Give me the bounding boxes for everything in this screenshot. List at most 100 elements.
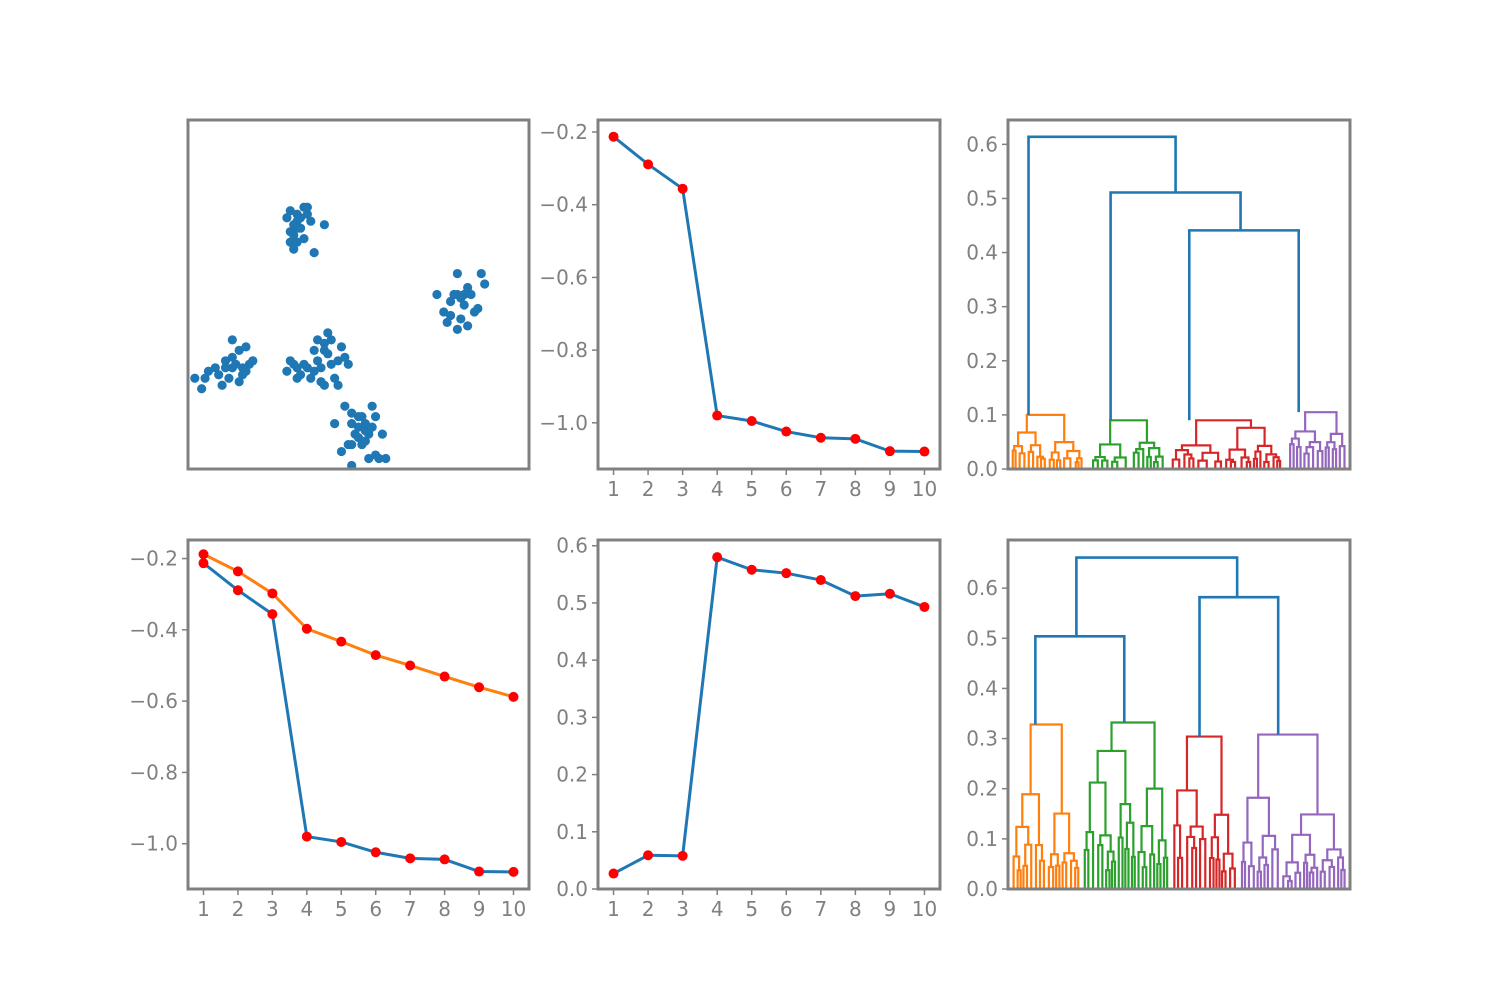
dendrogram-link [1085,831,1095,889]
y-tick-label: 0.3 [966,727,998,751]
data-point [439,854,450,865]
x-tick-label: 2 [642,477,655,501]
dendrogram-link [1214,460,1223,469]
x-tick-label: 8 [849,897,862,921]
x-tick-label: 4 [711,477,724,501]
scatter-point [452,324,462,334]
y-tick-label: 0.2 [966,777,998,801]
dendrogram-link [1105,869,1111,889]
dendrogram-link [1137,850,1146,889]
y-tick-label: 0.4 [966,241,998,265]
data-point [643,850,654,861]
dendrogram-link [1088,781,1107,836]
dendrogram-link [1117,836,1124,889]
dendrogram-link [1213,813,1230,854]
dendrogram-link [1340,868,1346,889]
data-point [232,585,243,596]
dendrogram-link [1291,833,1312,863]
scatter-point [220,363,231,373]
data-point [405,660,416,671]
plot-area [1012,556,1346,889]
dendrogram-link [1099,443,1122,458]
scatter-point [340,401,350,411]
dendrogram-link [1130,855,1136,889]
data-point [919,601,930,612]
scatter-point [316,377,326,387]
dendrogram-link [1303,861,1309,889]
x-tick-label: 4 [300,897,313,921]
y-tick-label: −0.2 [539,120,588,144]
dendrogram-link [1055,459,1062,469]
data-point [474,682,485,693]
dendrogram-link [1024,843,1033,889]
dendrogram-link [1109,191,1242,421]
data-point [746,564,757,575]
plot-area [608,131,930,457]
dendrogram-link [1229,460,1237,469]
data-point [781,568,792,579]
dendrogram-link [1025,413,1066,443]
axes-frame [1006,118,1352,471]
dendrogram-link [1188,457,1195,469]
scatter-point [374,453,384,464]
data-point [677,850,688,861]
dendrogram-link [1132,451,1140,469]
dendrogram-bottom: 0.0 0.1 0.2 0.3 0.4 0.5 0.6 [966,538,1352,901]
dendrogram-link [1338,445,1346,469]
scatter-point [210,363,220,373]
x-tick-label: 5 [745,897,758,921]
dendrogram-link [1329,432,1344,447]
data-point [405,853,416,864]
dendrogram-link [1246,796,1270,843]
dendrogram-link [1282,875,1291,889]
dendrogram-link [1187,229,1300,421]
dendrogram-link [1310,866,1319,889]
data-point [815,575,826,586]
scatter-point [295,370,306,380]
scatter-point [285,237,295,247]
dendrogram-link [1013,445,1024,454]
y-tick-label: 0.4 [966,676,998,700]
dendrogram-link [1110,860,1117,889]
dendrogram-link [1021,793,1041,846]
scatter-point [360,436,370,446]
y-tick-label: −1.0 [539,411,588,435]
scatter-point [459,300,469,310]
y-tick-label: −0.4 [539,193,588,217]
scatter-point [347,439,357,450]
dendrogram-link [1319,870,1326,889]
dendrogram-top: 0.0 0.1 0.2 0.3 0.4 0.5 0.6 [966,118,1352,481]
data-point [370,847,381,858]
dendrogram-link [1197,459,1208,469]
x-tick-label: 10 [501,897,526,921]
dendrogram-link [1029,444,1042,457]
scatter-point [200,373,210,383]
scatter-point [452,268,462,279]
dendrogram-link [1069,859,1078,889]
dendrogram-link [1075,556,1239,637]
dendrogram-link [1083,848,1090,889]
data-point [474,866,485,877]
dendrogram-link [1171,458,1181,469]
y-tick-label: 0.1 [966,827,998,851]
scatter-point [353,432,364,443]
data-point [198,558,209,569]
scatter-point [445,296,456,307]
x-tick-label: 7 [814,897,827,921]
dendrogram-link [1247,865,1255,889]
y-tick-label: −0.4 [129,618,178,642]
y-tick-label: 0.2 [966,349,998,373]
y-tick-label: 0.5 [966,186,998,210]
data-point [336,836,347,847]
dendrogram-link [1076,457,1083,469]
dendrogram-link [1140,825,1154,855]
dendrogram-link [1106,850,1115,871]
x-tick-label: 3 [266,897,279,921]
scatter-point [224,373,234,383]
dendrogram-link [1111,460,1119,469]
scatter-point [480,279,490,289]
dendrogram-link [1029,723,1063,814]
dendrogram-link [1295,445,1302,469]
dendrogram-link [1016,431,1037,447]
scatter-point [476,268,486,279]
